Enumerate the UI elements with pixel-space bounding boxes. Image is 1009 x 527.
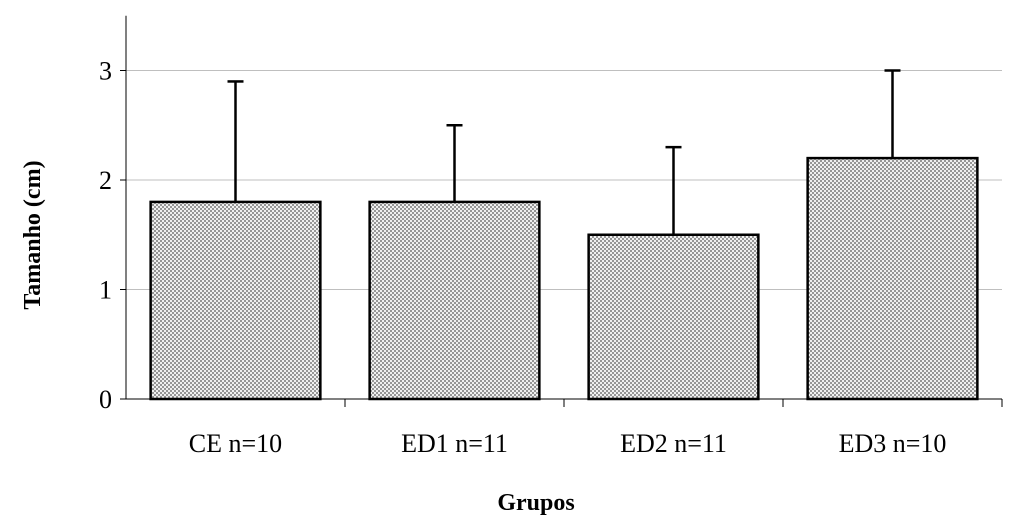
x-category-label: CE n=10 <box>189 429 282 458</box>
y-tick-label: 1 <box>99 276 112 305</box>
y-axis-title: Tamanho (cm) <box>20 160 46 309</box>
bar <box>149 200 322 401</box>
bar <box>368 200 541 401</box>
y-tick-label: 0 <box>99 385 112 414</box>
axes <box>120 15 1003 407</box>
x-category-label: ED2 n=11 <box>620 429 727 458</box>
x-category-labels: CE n=10 ED1 n=11 ED2 n=11 ED3 n=10 <box>189 429 947 458</box>
bar <box>587 233 760 401</box>
y-tick-label: 3 <box>99 57 112 86</box>
x-category-label: ED1 n=11 <box>401 429 508 458</box>
y-tick-label: 2 <box>99 166 112 195</box>
x-category-label: ED3 n=10 <box>839 429 947 458</box>
error-bars <box>227 69 901 235</box>
y-tick-labels: 0 1 2 3 <box>99 57 112 415</box>
x-axis-title: Grupos <box>497 490 574 516</box>
bars <box>149 156 979 401</box>
bar <box>806 156 979 401</box>
